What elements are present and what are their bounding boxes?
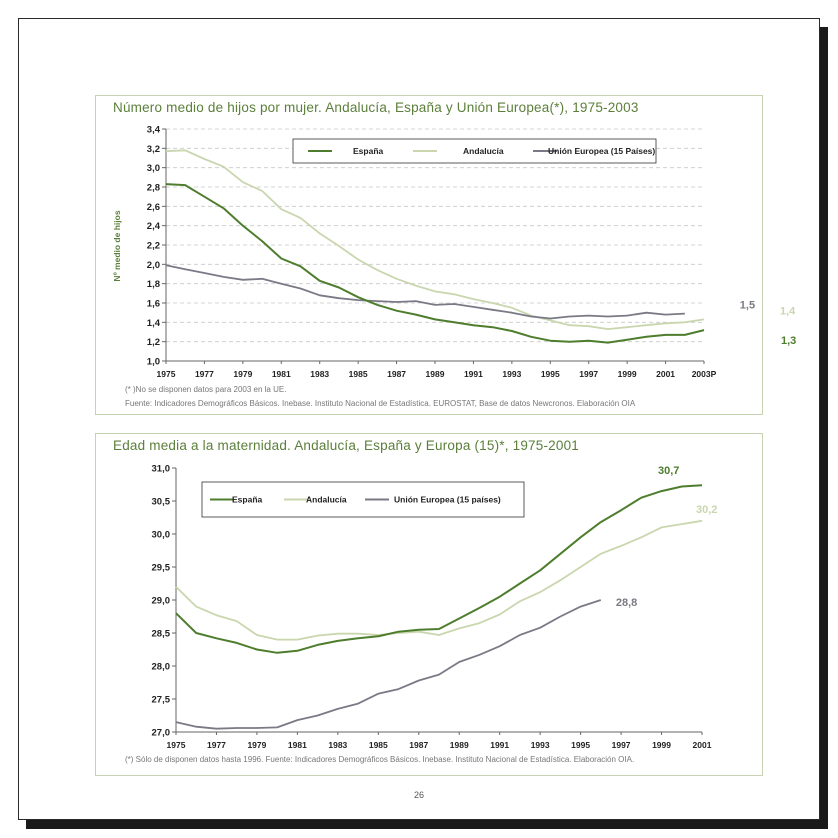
x-tick-label: 1991 <box>490 740 509 750</box>
series-line-ue <box>165 264 685 320</box>
y-tick-label: 3,0 <box>147 163 160 174</box>
y-tick-label: 2,2 <box>147 241 160 252</box>
end-value-label: 1,3 <box>781 335 796 347</box>
y-tick-label: 2,8 <box>147 183 160 194</box>
chart-title: Número medio de hijos por mujer. Andaluc… <box>113 100 639 115</box>
end-value-label: 30,2 <box>696 504 717 516</box>
y-tick-label: 3,2 <box>147 144 160 155</box>
x-tick-label: 1993 <box>502 369 521 379</box>
x-tick-label: 1999 <box>652 740 671 750</box>
series-line-andalucia <box>165 149 705 330</box>
x-tick-label: 1997 <box>612 740 631 750</box>
series-line-espana <box>165 183 705 344</box>
x-tick-label: 1977 <box>195 369 214 379</box>
x-tick-label: 2001 <box>693 740 712 750</box>
chart-panel-fertility: Número medio de hijos por mujer. Andaluc… <box>95 95 796 415</box>
y-tick-label: 31,0 <box>152 464 171 475</box>
y-tick-label: 1,4 <box>147 318 161 329</box>
y-tick-label: 2,0 <box>147 260 160 271</box>
x-tick-label: 1977 <box>207 740 226 750</box>
series-line-andalucia <box>175 519 703 641</box>
y-tick-label: 2,4 <box>147 221 161 232</box>
legend-box <box>201 481 525 518</box>
y-tick-label: 1,0 <box>147 357 160 368</box>
chart-fertility: 1,0 1,2 1,4 1,6 1,8 2,0 2,2 2,4 2,6 2,8 3,0 3,2 3,4 1… <box>112 125 796 380</box>
x-tick-label: 1989 <box>426 369 445 379</box>
x-tick-label: 1983 <box>328 740 347 750</box>
y-tick-label: 27,0 <box>152 728 171 739</box>
y-tick-label: 29,5 <box>152 563 171 574</box>
chart-note: (*) Sólo de disponen datos hasta 1996. F… <box>125 755 635 764</box>
document-page: Número medio de hijos por mujer. Andaluc… <box>18 18 820 820</box>
legend-box <box>292 138 657 164</box>
chart-maternity-age: 27,0 27,5 28,0 28,5 29,0 29,5 30,0 30,5 31,0 1975… <box>152 464 718 751</box>
y-tick-label: 3,4 <box>147 125 161 136</box>
x-tick-label: 1979 <box>247 740 266 750</box>
x-tick-label: 2003P <box>692 369 717 379</box>
legend-label: Andalucía <box>306 495 347 505</box>
x-tick-label: 1991 <box>464 369 483 379</box>
series-line-espana <box>175 484 703 654</box>
legend-label: Unión Europea (15 Países) <box>548 146 655 156</box>
end-value-label: 1,4 <box>780 305 796 317</box>
y-tick-label: 28,5 <box>152 629 171 640</box>
end-value-label: 30,7 <box>658 465 679 477</box>
legend-label: Unión Europea (15 países) <box>394 495 501 505</box>
x-tick-label: 1985 <box>369 740 388 750</box>
y-tick-label: 29,0 <box>152 596 171 607</box>
x-tick-label: 1999 <box>618 369 637 379</box>
series-line-ue <box>175 599 602 730</box>
chart-note: (* )No se disponen datos para 2003 en la… <box>125 385 287 394</box>
chart-panel-maternity-age: Edad media a la maternidad. Andalucía, E… <box>95 433 763 776</box>
x-tick-label: 1989 <box>450 740 469 750</box>
end-value-label: 1,5 <box>740 300 755 312</box>
y-tick-label: 27,5 <box>152 695 171 706</box>
x-tick-label: 1995 <box>571 740 590 750</box>
y-tick-label: 1,2 <box>147 337 160 348</box>
page-number: 26 <box>413 790 424 800</box>
y-tick-label: 30,0 <box>152 530 171 541</box>
x-tick-label: 1997 <box>579 369 598 379</box>
x-tick-label: 1985 <box>349 369 368 379</box>
y-tick-label: 2,6 <box>147 202 160 213</box>
x-tick-label: 1979 <box>233 369 252 379</box>
chart-title: Edad media a la maternidad. Andalucía, E… <box>113 438 580 453</box>
x-tick-label: 1981 <box>272 369 291 379</box>
x-tick-label: 1975 <box>167 740 186 750</box>
y-axis-label: Nº medio de hijos <box>112 210 122 281</box>
legend-label: España <box>353 146 384 156</box>
y-tick-label: 1,6 <box>147 299 160 310</box>
x-tick-label: 1995 <box>541 369 560 379</box>
x-tick-label: 1987 <box>387 369 406 379</box>
x-tick-label: 1987 <box>409 740 428 750</box>
x-tick-label: 1983 <box>310 369 329 379</box>
y-tick-label: 28,0 <box>152 662 171 673</box>
y-tick-label: 30,5 <box>152 497 171 508</box>
chart-source: Fuente: Indicadores Demográficos Básicos… <box>125 399 636 408</box>
x-tick-label: 1975 <box>157 369 176 379</box>
x-tick-label: 1993 <box>531 740 550 750</box>
legend-label: España <box>232 495 263 505</box>
end-value-label: 28,8 <box>616 597 637 609</box>
legend-label: Andalucía <box>463 146 504 156</box>
x-tick-label: 2001 <box>656 369 675 379</box>
y-tick-label: 1,8 <box>147 279 160 290</box>
x-tick-label: 1981 <box>288 740 307 750</box>
